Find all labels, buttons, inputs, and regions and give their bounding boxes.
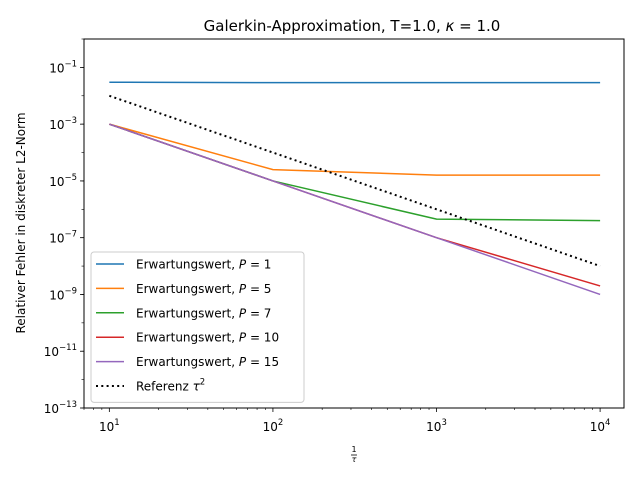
x-axis: 101 102 103 104 bbox=[83, 408, 611, 434]
x-tick-label: 104 bbox=[590, 418, 611, 434]
legend-box bbox=[90, 251, 305, 403]
x-axis-label: 1τ bbox=[351, 445, 357, 464]
plot-frame bbox=[83, 38, 625, 409]
series-line-2 bbox=[109, 123, 601, 176]
x-label-denominator: τ bbox=[352, 455, 357, 464]
legend-label: Erwartungswert, P = 7 bbox=[136, 306, 271, 320]
legend-label: Erwartungswert, P = 5 bbox=[136, 282, 271, 296]
y-tick-label: 10−1 bbox=[49, 59, 77, 75]
legend: Erwartungswert, P = 1 Erwartungswert, P =… bbox=[90, 251, 305, 403]
legend-label: Erwartungswert, P = 15 bbox=[136, 355, 279, 369]
y-tick-label: 10−13 bbox=[44, 400, 77, 416]
y-axis-label: Relativer Fehler in diskreter L2-Norm bbox=[14, 112, 28, 333]
legend-label: Erwartungswert, P = 10 bbox=[136, 331, 279, 345]
x-label-numerator: 1 bbox=[351, 445, 356, 454]
chart-title: Galerkin-Approximation, T=1.0, κ = 1.0 bbox=[204, 17, 501, 35]
x-tick-label: 103 bbox=[426, 418, 447, 434]
y-tick-label: 10−5 bbox=[49, 173, 77, 189]
x-tick-label: 101 bbox=[99, 418, 120, 434]
y-tick-label: 10−11 bbox=[44, 343, 77, 359]
legend-label: Referenz τ2 bbox=[136, 378, 205, 394]
y-tick-label: 10−7 bbox=[49, 230, 77, 246]
series-line-6 bbox=[109, 94, 601, 268]
legend-label: Erwartungswert, P = 1 bbox=[136, 258, 271, 272]
x-tick-label: 102 bbox=[263, 418, 284, 434]
y-axis: 10−1 10−3 10−5 10−7 10−9 10−11 10−13 bbox=[44, 38, 84, 416]
series-line-5 bbox=[109, 123, 601, 296]
series-layer bbox=[109, 81, 601, 296]
y-tick-label: 10−9 bbox=[49, 286, 77, 302]
y-tick-label: 10−3 bbox=[49, 116, 77, 132]
